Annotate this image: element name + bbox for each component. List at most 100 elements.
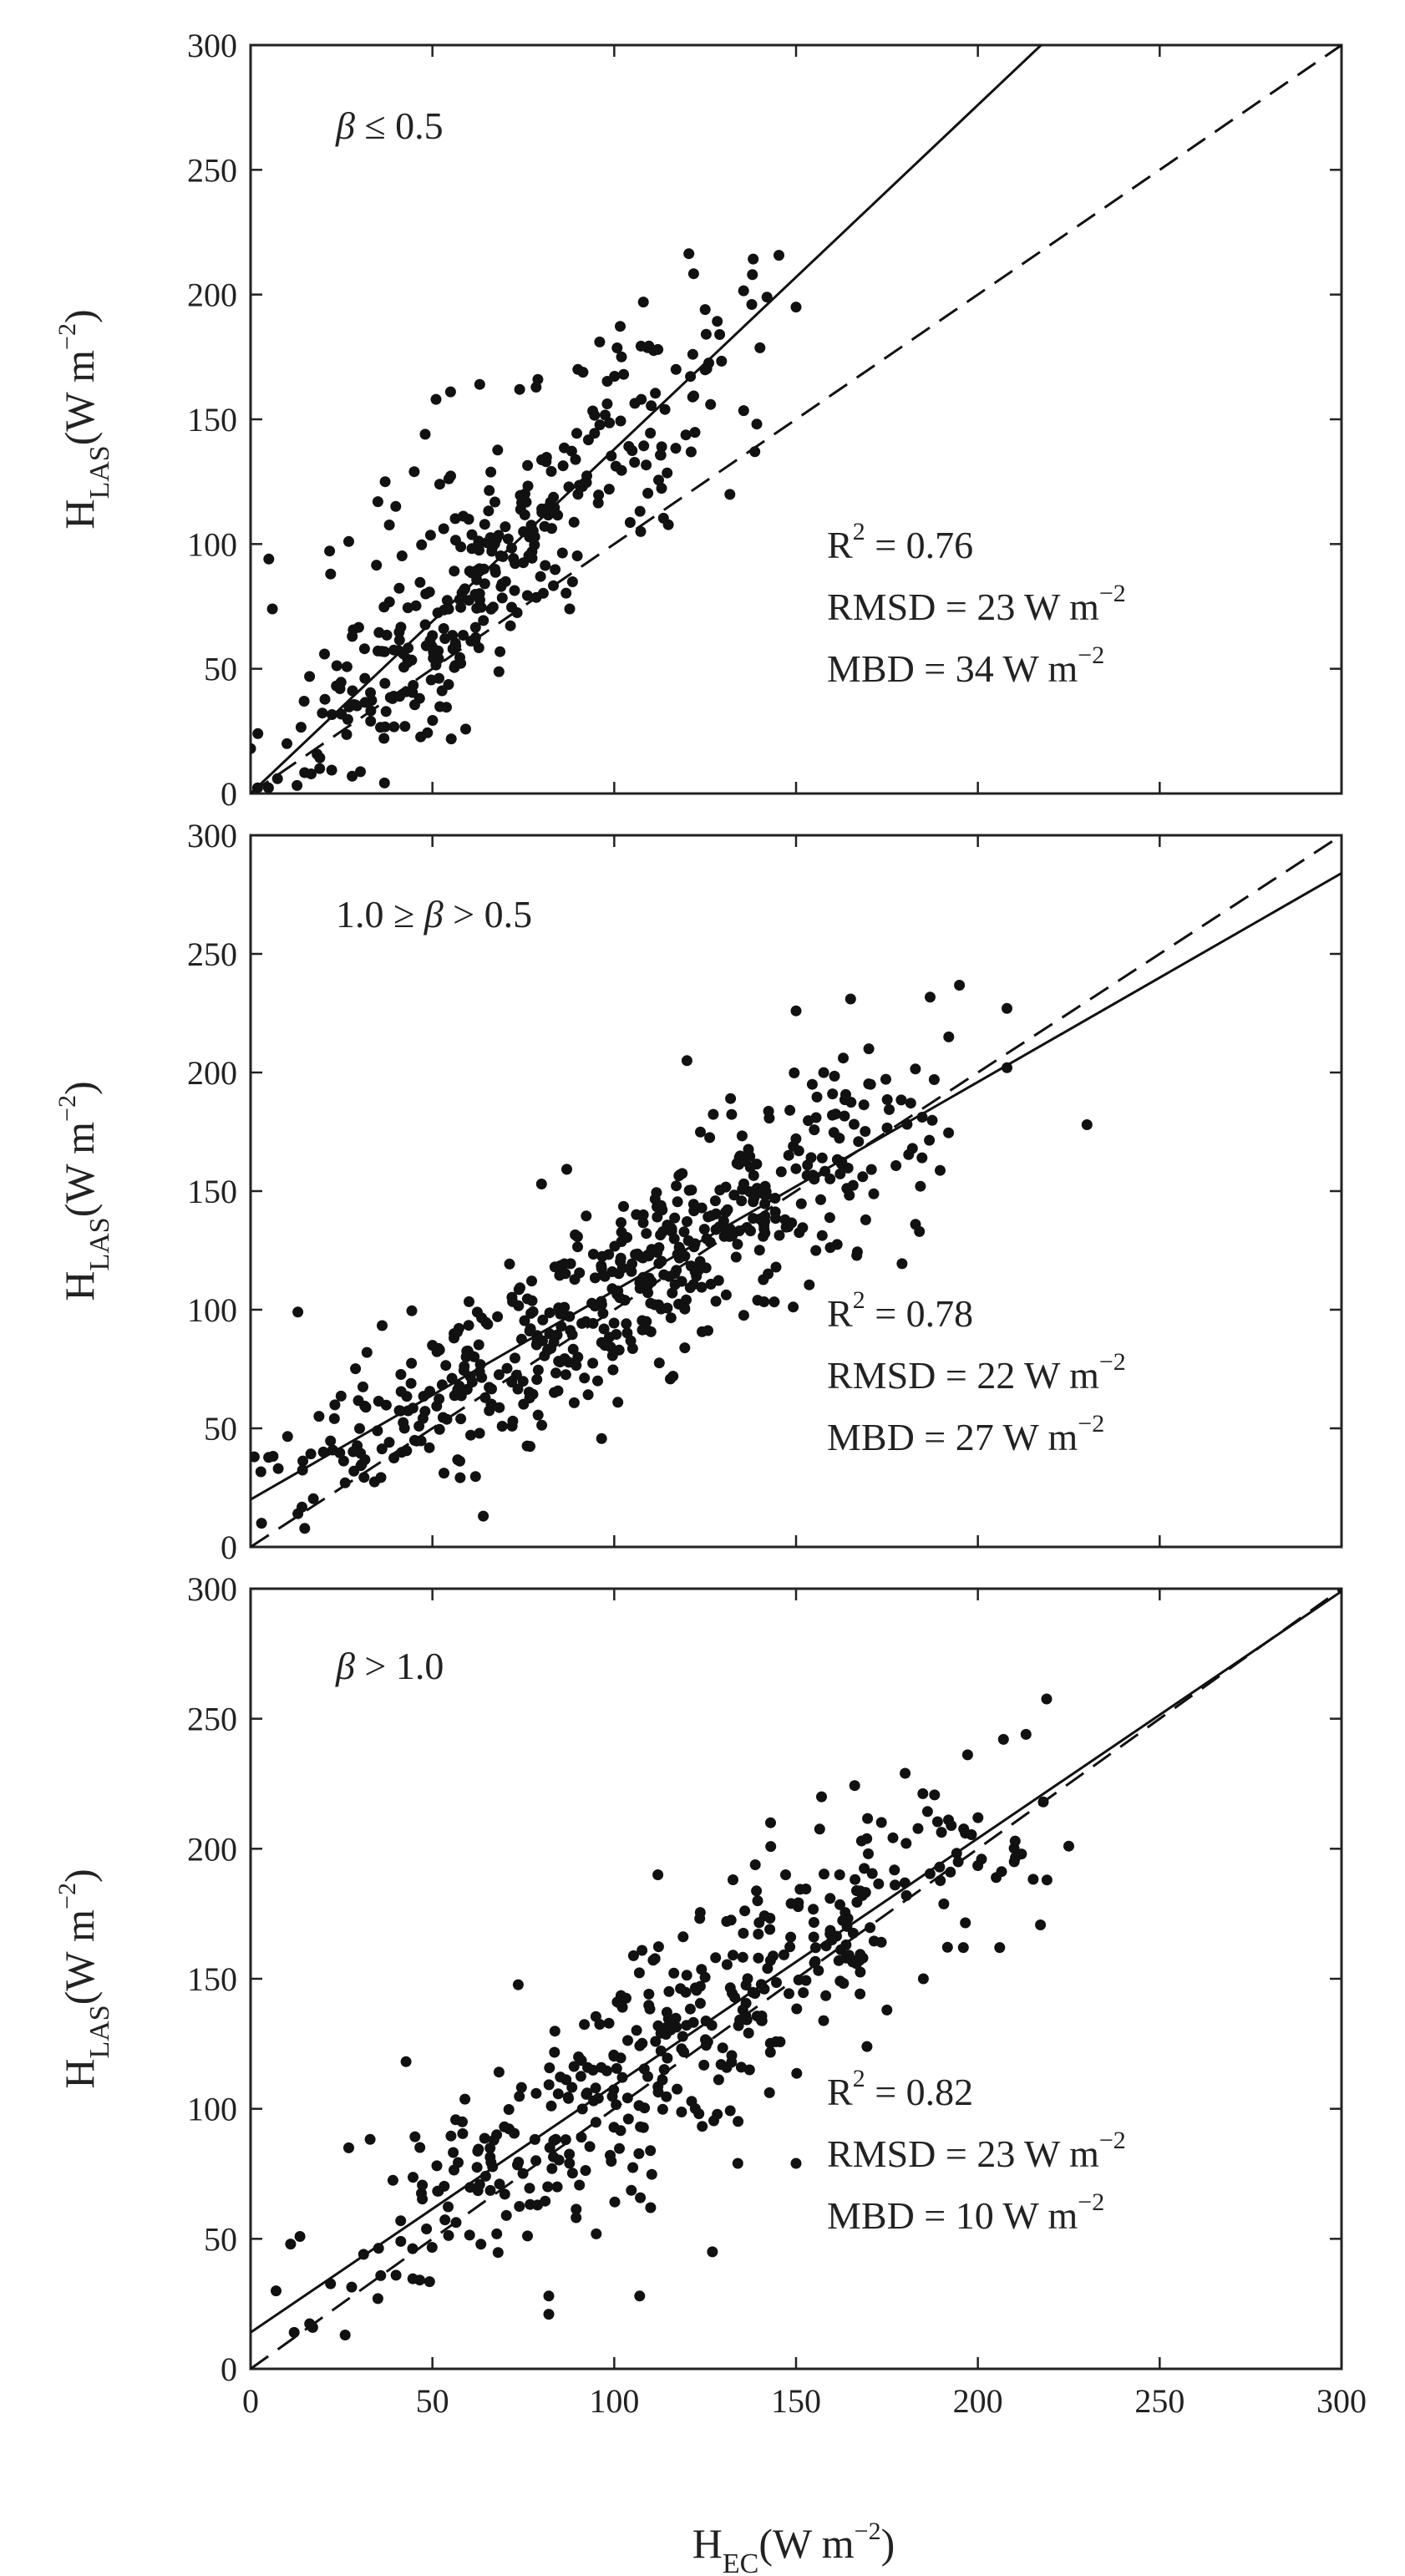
data-point [256,1518,267,1529]
x-tick-label: 250 [1134,2382,1184,2420]
data-point [522,2230,533,2242]
stat-value: = 0.78 [865,1292,973,1335]
data-point [681,1970,692,1981]
data-point [464,2229,475,2241]
data-point [910,1063,921,1075]
data-point [903,1149,915,1160]
data-point [555,2071,566,2083]
data-point [589,409,601,421]
fit-line [251,1590,1342,2334]
data-point [788,1301,799,1313]
data-point [327,1444,338,1456]
data-point [424,2276,435,2288]
data-point [633,2100,645,2112]
data-point [326,709,337,720]
data-point [662,2052,673,2064]
y-axis-title: HLAS(W m−2) [53,1869,115,2088]
data-point [574,1267,586,1279]
data-point [765,1817,776,1828]
data-point [837,1914,849,1926]
data-point [288,2326,300,2338]
data-point [728,1874,738,1885]
data-point [604,417,616,428]
data-point [337,1455,349,1467]
data-point [453,2157,464,2168]
data-point [816,1152,828,1164]
data-point [829,1070,840,1082]
data-point [458,510,469,522]
data-point [361,1346,373,1358]
data-point [568,1397,580,1408]
data-point [548,2151,559,2163]
data-point [895,1094,907,1106]
data-point [692,1265,704,1276]
data-point [341,661,353,672]
data-point [603,484,615,495]
data-point [795,1198,807,1209]
data-point [524,2183,535,2194]
data-point [791,2003,803,2015]
data-point [439,604,450,616]
data-point [730,1251,742,1263]
data-point [784,1941,796,1953]
data-point [596,1299,607,1311]
data-point [341,728,353,740]
data-point [936,1827,947,1838]
data-point [653,474,664,486]
data-point [682,1216,692,1227]
data-point [943,1127,955,1138]
data-point [855,1949,866,1960]
data-point [931,1816,943,1828]
data-point [659,403,671,415]
data-point [581,477,592,489]
data-point [774,2036,786,2047]
y-tick-label: 300 [187,817,237,854]
data-point [580,2165,591,2176]
data-point [1002,1002,1012,1014]
stat-line: R2 = 0.82 [827,2065,973,2113]
data-point [811,1091,823,1103]
data-point [641,459,652,471]
data-point [407,2273,418,2284]
data-point [306,768,317,779]
data-point [388,721,400,733]
data-point [726,1108,738,1120]
data-point [742,1973,753,1985]
data-point [436,1379,448,1391]
data-point [380,706,392,718]
data-point [416,539,428,550]
data-point [1037,1796,1049,1808]
y-axis-title-part: H [56,1271,103,1301]
data-point [678,2046,690,2058]
x-tick-label: 100 [589,2382,639,2420]
data-point [1010,1852,1022,1864]
data-point [646,2168,657,2180]
data-point [471,602,483,614]
data-point [627,1950,639,1961]
data-point [529,539,540,550]
data-point [519,1315,530,1326]
data-point [460,723,471,735]
data-point [627,2162,639,2173]
data-point [695,1126,706,1138]
data-point [694,1913,706,1924]
data-point [560,1369,571,1381]
data-point [479,519,490,530]
data-point [472,2145,484,2157]
plot-area [251,835,1342,1547]
data-point [728,1950,738,1961]
data-point [704,1236,716,1248]
data-point [388,691,399,702]
data-point [689,427,701,439]
y-tick-label: 200 [187,1054,237,1092]
y-tick-label: 0 [221,775,237,813]
data-point [764,1924,776,1935]
data-point [715,2059,727,2071]
y-axis-title-part: ) [56,1869,103,1883]
data-point [847,1927,859,1939]
data-point [637,1271,649,1283]
data-point [631,1209,642,1220]
data-point [537,1335,548,1346]
data-point [479,2170,491,2182]
data-point [749,1988,761,1999]
